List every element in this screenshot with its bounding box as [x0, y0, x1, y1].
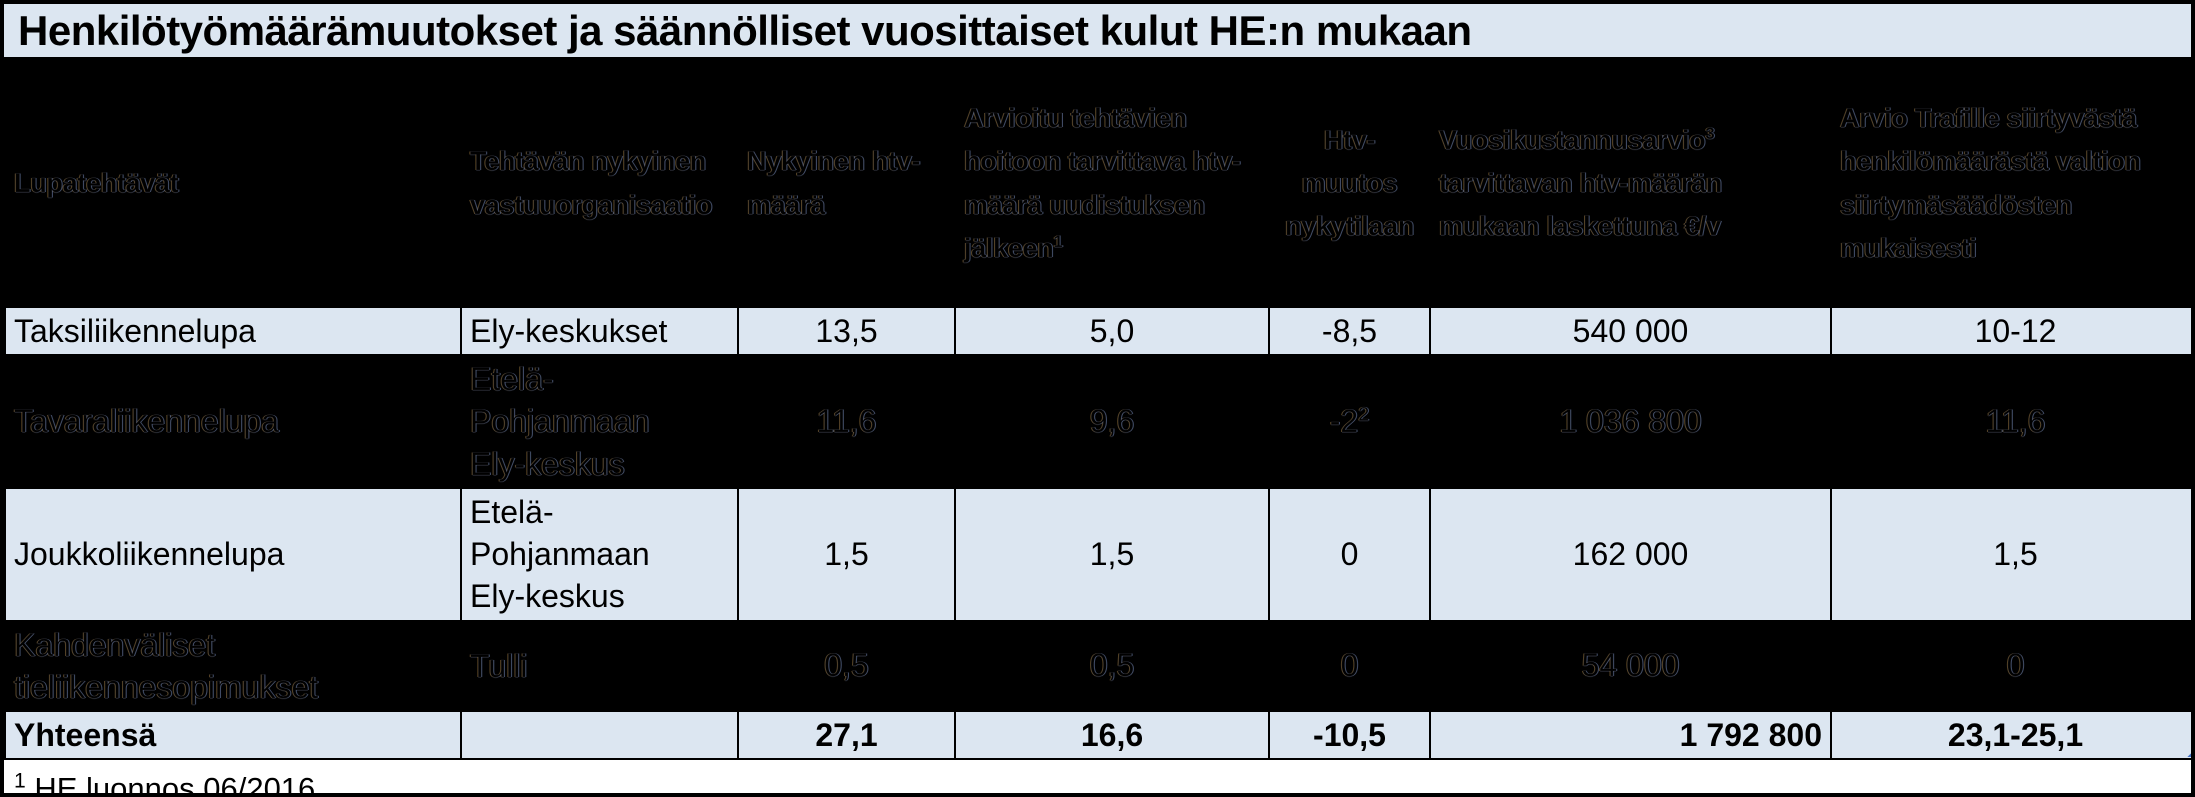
cell-current-htv: 0,5	[737, 619, 956, 713]
cell-estimated-htv-total: 16,6	[954, 710, 1270, 761]
cell-transfer-estimate-total: 23,1-25,1	[1830, 710, 2191, 761]
col-header-htv-muutos: Htv- muutos nykytilaan	[1268, 59, 1431, 308]
cell-org: Etelä-Pohjanmaan Ely-keskus	[460, 486, 739, 622]
footnote-ref-1: 1	[1053, 231, 1063, 251]
cell-org: Etelä-Pohjanmaan Ely-keskus	[460, 354, 739, 489]
cell-annual-cost: 1 036 800	[1429, 354, 1832, 489]
footnote-text: HE luonnos 06/2016	[25, 771, 316, 797]
header-text: Arvioitu tehtävien hoitoon tarvittava ht…	[964, 103, 1241, 263]
header-text: tarvittavan htv-määrän mukaan laskettuna…	[1439, 167, 1723, 242]
col-header-arvioitu-htv: Arvioitu tehtävien hoitoon tarvittava ht…	[954, 59, 1270, 308]
table-title: Henkilötyömäärämuutokset ja säännölliset…	[4, 4, 2191, 59]
cell-htv-change: -8,5	[1268, 305, 1431, 357]
cell-estimated-htv: 5,0	[954, 305, 1270, 357]
cell-estimated-htv: 0,5	[954, 619, 1270, 713]
cell-annual-cost: 162 000	[1429, 486, 1832, 622]
htv-change-value: -2	[1329, 403, 1359, 440]
cell-htv-change: -22	[1268, 354, 1431, 489]
cell-transfer-estimate: 10-12	[1830, 305, 2191, 357]
col-header-nykyinen-htv: Nykyinen htv- määrä	[737, 59, 956, 308]
cell-task: Taksiliikennelupa	[4, 305, 462, 357]
cell-htv-change: 0	[1268, 619, 1431, 713]
cell-task: Kahdenväliset tieliikennesopimukset	[4, 619, 462, 713]
footnote-ref-3: 3	[1705, 123, 1715, 143]
cell-selection-handle	[2187, 746, 2191, 758]
cell-org: Ely-keskukset	[460, 305, 739, 357]
header-row: Lupatehtävät Tehtävän nykyinen vastuuorg…	[4, 59, 2191, 308]
col-header-vuosikustannus: Vuosikustannusarvio3 tarvittavan htv-mää…	[1429, 59, 1832, 308]
col-header-lupatehtavat: Lupatehtävät	[4, 59, 462, 308]
cell-transfer-estimate: 11,6	[1830, 354, 2191, 489]
table-row-total: Yhteensä 27,1 16,6 -10,5 1 792 800 23,1-…	[4, 710, 2191, 761]
col-header-vastuuorganisaatio: Tehtävän nykyinen vastuuorganisaatio	[460, 59, 739, 308]
cost-table: Lupatehtävät Tehtävän nykyinen vastuuorg…	[4, 59, 2191, 761]
cell-estimated-htv: 9,6	[954, 354, 1270, 489]
col-header-arvio-trafille: Arvio Trafille siirtyvästä henkilömääräs…	[1830, 59, 2191, 308]
cell-current-htv: 11,6	[737, 354, 956, 489]
footnote-1: 1 HE luonnos 06/2016	[14, 766, 2179, 797]
cell-annual-cost: 540 000	[1429, 305, 1832, 357]
footnote-ref-2: 2	[1358, 403, 1370, 426]
cell-current-htv: 13,5	[737, 305, 956, 357]
table-row-joukkoliikennelupa: Joukkoliikennelupa Etelä-Pohjanmaan Ely-…	[4, 486, 2191, 622]
cell-transfer-estimate: 0	[1830, 619, 2191, 713]
cell-org: Tulli	[460, 619, 739, 713]
cell-transfer-estimate: 1,5	[1830, 486, 2191, 622]
cell-estimated-htv: 1,5	[954, 486, 1270, 622]
cell-htv-change: 0	[1268, 486, 1431, 622]
cell-annual-cost-total: 1 792 800	[1429, 710, 1832, 761]
table-row-taksiliikennelupa: Taksiliikennelupa Ely-keskukset 13,5 5,0…	[4, 305, 2191, 357]
header-text: Vuosikustannusarvio	[1439, 124, 1706, 155]
footnotes-section: 1 HE luonnos 06/2016 2 Pakettiautojen lu…	[4, 760, 2191, 797]
table-row-tavaraliikennelupa: Tavaraliikennelupa Etelä-Pohjanmaan Ely-…	[4, 354, 2191, 489]
table-row-kahdenvaliset: Kahdenväliset tieliikennesopimukset Tull…	[4, 619, 2191, 713]
cell-task: Joukkoliikennelupa	[4, 486, 462, 622]
cell-task: Tavaraliikennelupa	[4, 354, 462, 489]
cell-org	[460, 710, 739, 761]
cell-htv-change-total: -10,5	[1268, 710, 1431, 761]
cell-current-htv-total: 27,1	[737, 710, 956, 761]
cell-current-htv: 1,5	[737, 486, 956, 622]
cell-total-label: Yhteensä	[4, 710, 462, 761]
total-transfer-value: 23,1-25,1	[1947, 716, 2084, 753]
cell-annual-cost: 54 000	[1429, 619, 1832, 713]
footnote-marker: 1	[14, 770, 26, 794]
